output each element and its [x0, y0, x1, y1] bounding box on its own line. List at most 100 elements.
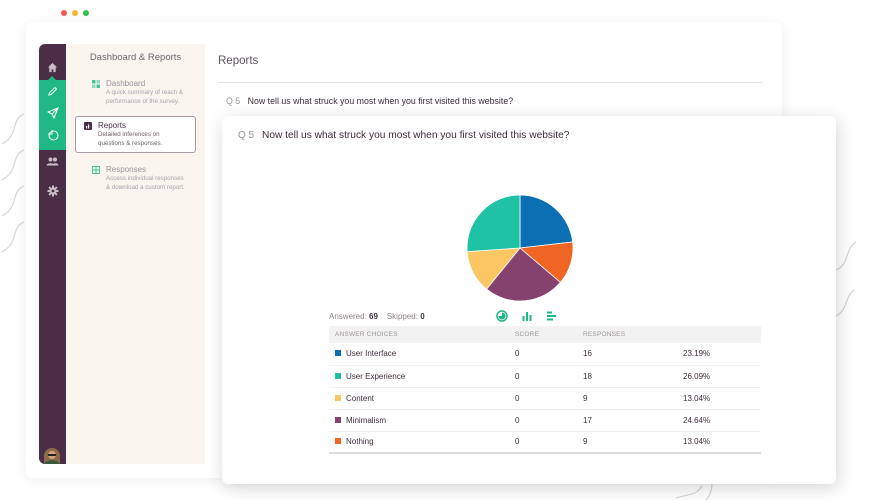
percent: 26.09%	[677, 365, 761, 388]
subnav-desc: Access individual responses	[106, 175, 184, 182]
chart-view-toggle	[496, 310, 558, 322]
question-text: Now tell us what struck you most when yo…	[261, 130, 570, 141]
pencil-icon	[48, 86, 58, 96]
color-swatch	[335, 394, 341, 401]
subnav-panel: Dashboard & Reports Dashboard A quick su…	[66, 44, 205, 464]
responses: 18	[577, 365, 677, 388]
decorative-waves-right	[836, 241, 857, 317]
pie-icon	[47, 130, 58, 141]
window-controls	[61, 10, 89, 16]
score: 0	[509, 343, 577, 366]
app-sidebar-region: Dashboard & Reports Dashboard A quick su…	[39, 44, 205, 464]
report-chart-icon	[84, 122, 92, 130]
pie-chart-svg	[466, 194, 574, 302]
avatar[interactable]	[44, 448, 60, 464]
rail-home[interactable]	[39, 56, 66, 78]
color-swatch	[335, 416, 341, 423]
table-row: Nothing 0 9 13.04%	[329, 431, 761, 454]
send-icon	[46, 107, 59, 119]
answer-choice-cell: Nothing	[329, 431, 509, 454]
percent: 13.04%	[677, 431, 761, 454]
score: 0	[509, 365, 577, 388]
header-percent	[677, 326, 761, 343]
rail-analyze[interactable]	[39, 124, 66, 146]
pie-chart	[466, 194, 574, 302]
users-icon	[46, 157, 59, 165]
title-divider	[218, 82, 763, 83]
answered-label: Answered:	[329, 312, 367, 321]
table-grid-icon	[92, 166, 100, 174]
answer-choice: User Interface	[346, 349, 397, 359]
decorative-waves-left	[1, 113, 25, 253]
percent: 23.19%	[677, 343, 761, 366]
rail-distribute[interactable]	[39, 102, 66, 124]
percent: 24.64%	[677, 409, 761, 432]
subnav-item-reports[interactable]: Reports Detailed inferences on questions…	[75, 116, 196, 153]
subnav-label: Responses	[106, 165, 147, 174]
answer-choice: Minimalism	[346, 415, 386, 425]
pie-slice[interactable]	[519, 194, 574, 249]
question-number: Q 5	[226, 96, 241, 106]
minimize-dot[interactable]	[72, 10, 78, 16]
pie-chart-view-icon[interactable]	[496, 310, 508, 322]
horizontal-bar-view-icon[interactable]	[546, 310, 558, 322]
table-header-row: ANSWER CHOICES SCORE RESPONSES	[329, 326, 761, 343]
subnav-label: Dashboard	[106, 79, 146, 88]
maximize-dot[interactable]	[83, 10, 89, 16]
subnav-item-responses[interactable]: Responses Access individual responses & …	[75, 161, 196, 196]
answer-choice: Nothing	[346, 437, 374, 447]
page-title: Reports	[218, 55, 259, 67]
subnav-desc: questions & responses.	[98, 139, 163, 147]
responses: 9	[577, 387, 677, 410]
score: 0	[509, 409, 577, 432]
subnav-title: Dashboard & Reports	[89, 52, 182, 63]
answered-count: 69	[369, 312, 378, 321]
subnav-item-dashboard[interactable]: Dashboard A quick summary of reach & per…	[75, 75, 196, 110]
card-question-heading: Q 5 Now tell us what struck you most whe…	[238, 130, 569, 141]
answer-choice-cell: Content	[329, 387, 509, 410]
answer-choice: User Experience	[346, 371, 406, 381]
close-dot[interactable]	[61, 10, 67, 16]
table-row: Minimalism 0 17 24.64%	[329, 409, 761, 432]
icon-rail	[39, 44, 66, 464]
rail-edit[interactable]	[39, 80, 66, 102]
answer-choice-cell: User Experience	[329, 365, 509, 388]
question-heading: Q 5 Now tell us what struck you most whe…	[226, 96, 513, 106]
dashboard-grid-icon	[92, 80, 100, 88]
score: 0	[509, 431, 577, 454]
gear-icon	[47, 185, 58, 197]
question-number: Q 5	[238, 130, 255, 141]
answer-choice: Content	[346, 393, 375, 403]
table-row: User Experience 0 18 26.09%	[329, 365, 761, 388]
response-stats: Answered: 69 Skipped: 0	[329, 312, 425, 321]
answer-choice-cell: Minimalism	[329, 409, 509, 432]
pie-slice[interactable]	[485, 247, 561, 302]
subnav-desc: & download a custom report.	[106, 183, 185, 191]
header-score[interactable]: SCORE	[509, 326, 577, 343]
score: 0	[509, 387, 577, 410]
pie-slice[interactable]	[466, 194, 521, 253]
results-table: ANSWER CHOICES SCORE RESPONSES User Inte…	[329, 326, 761, 454]
responses: 17	[577, 409, 677, 432]
rail-settings[interactable]	[39, 180, 66, 202]
subnav-desc: performance of the survey.	[106, 97, 180, 105]
bar-chart-view-icon[interactable]	[521, 310, 533, 322]
responses: 16	[577, 343, 677, 366]
subnav-desc: A quick summary of reach &	[106, 89, 184, 96]
responses: 9	[577, 431, 677, 454]
percent: 13.04%	[677, 387, 761, 410]
color-swatch	[335, 372, 341, 379]
header-responses[interactable]: RESPONSES	[577, 326, 677, 343]
subnav-label: Reports	[98, 121, 127, 130]
table-row: Content 0 9 13.04%	[329, 387, 761, 410]
rail-users[interactable]	[39, 150, 66, 172]
skipped-label: Skipped:	[386, 312, 418, 321]
skipped-count: 0	[420, 312, 425, 321]
answer-choice-cell: User Interface	[329, 343, 509, 366]
color-swatch	[335, 438, 341, 445]
header-answer-choices[interactable]: ANSWER CHOICES	[329, 326, 509, 343]
question-text: Now tell us what struck you most when yo…	[247, 96, 514, 106]
question-report-card: Q 5 Now tell us what struck you most whe…	[222, 116, 836, 484]
subnav-desc: Detailed inferences on	[98, 131, 160, 138]
